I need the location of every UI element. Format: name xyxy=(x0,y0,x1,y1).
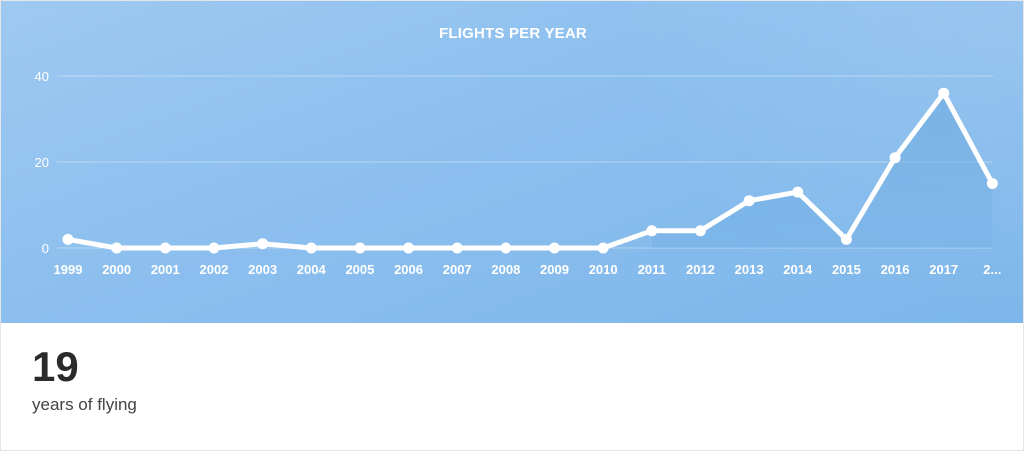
years-label: years of flying xyxy=(32,395,137,414)
data-point-2014[interactable] xyxy=(792,186,804,198)
data-point-2010[interactable] xyxy=(597,242,609,254)
x-tick-label: 2012 xyxy=(686,262,715,277)
x-tick-label: 2015 xyxy=(832,262,861,277)
data-point-2006[interactable] xyxy=(403,242,415,254)
chart-title: FLIGHTS PER YEAR xyxy=(439,25,587,42)
chart-panel: FLIGHTS PER YEAR 0 20 40 1999 2000 2001 2002 2… xyxy=(1,1,1023,323)
x-tick-label: 1999 xyxy=(54,262,83,277)
data-point-2012[interactable] xyxy=(694,225,706,237)
data-point-2017[interactable] xyxy=(938,87,950,99)
x-tick-label: 2002 xyxy=(199,262,228,277)
x-tick-label: 2017 xyxy=(929,262,958,277)
x-tick-label: 2000 xyxy=(102,262,131,277)
data-point-2004[interactable] xyxy=(305,242,317,254)
x-tick-label: 2... xyxy=(983,262,1001,277)
x-tick-label: 2005 xyxy=(345,262,374,277)
data-point-2002[interactable] xyxy=(208,242,220,254)
y-tick-label: 0 xyxy=(42,241,49,256)
x-tick-label: 2011 xyxy=(638,262,666,277)
x-tick-label: 2010 xyxy=(589,262,618,277)
data-point-2003[interactable] xyxy=(257,238,269,250)
x-tick-label: 2003 xyxy=(248,262,277,277)
x-tick-label: 2006 xyxy=(394,262,423,277)
x-tick-label: 2007 xyxy=(443,262,472,277)
x-tick-label: 2008 xyxy=(491,262,520,277)
area-fill xyxy=(651,93,993,248)
y-axis-ticks: 0 20 40 xyxy=(35,69,49,256)
x-axis-labels: 1999 2000 2001 2002 2003 2004 2005 2006 2007 2008… xyxy=(54,262,1002,277)
data-point-2013[interactable] xyxy=(743,195,755,207)
data-point-1999[interactable] xyxy=(62,233,74,245)
x-tick-label: 2004 xyxy=(297,262,327,277)
y-tick-label: 40 xyxy=(35,69,49,84)
flights-line-chart: 0 20 40 1999 2000 2001 2002 2003 2004 2005 2006 20… xyxy=(35,69,1002,277)
x-tick-label: 2013 xyxy=(735,262,764,277)
data-point-2007[interactable] xyxy=(451,242,463,254)
data-points xyxy=(62,87,998,254)
years-count: 19 xyxy=(32,343,79,390)
x-tick-label: 2014 xyxy=(783,262,813,277)
data-point-2...[interactable] xyxy=(986,178,998,189)
data-point-2001[interactable] xyxy=(159,242,171,254)
stats-block: 19 years of flying xyxy=(32,343,137,415)
y-tick-label: 20 xyxy=(35,155,49,170)
data-point-2016[interactable] xyxy=(889,152,901,164)
data-point-2011[interactable] xyxy=(646,225,658,237)
x-tick-label: 2016 xyxy=(881,262,910,277)
data-point-2000[interactable] xyxy=(111,242,123,254)
data-point-2005[interactable] xyxy=(354,242,366,254)
grid-lines xyxy=(57,75,993,249)
x-tick-label: 2009 xyxy=(540,262,569,277)
data-point-2015[interactable] xyxy=(840,233,852,245)
x-tick-label: 2001 xyxy=(151,262,180,277)
data-point-2008[interactable] xyxy=(500,242,512,254)
series-line xyxy=(65,90,995,251)
data-point-2009[interactable] xyxy=(549,242,560,254)
